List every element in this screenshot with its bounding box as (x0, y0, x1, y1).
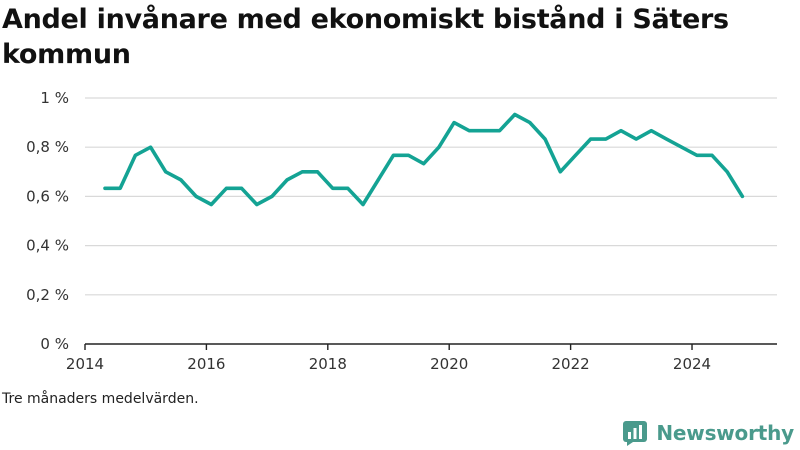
data-point (331, 186, 335, 190)
data-point (407, 153, 411, 157)
data-point (573, 153, 577, 157)
data-point (725, 170, 729, 174)
data-point (133, 153, 137, 157)
x-tick-label: 2022 (552, 355, 590, 373)
brand-name: Newsworthy (656, 421, 794, 445)
data-point (452, 121, 456, 125)
data-point (680, 145, 684, 149)
data-point (482, 129, 486, 133)
data-point (528, 121, 532, 125)
data-point (209, 203, 213, 207)
data-point (240, 186, 244, 190)
data-point (103, 186, 107, 190)
y-tick-label: 0,2 % (26, 286, 69, 304)
data-point (634, 137, 638, 141)
data-point (437, 145, 441, 149)
data-point (665, 137, 669, 141)
y-axis-labels: 0 % 0,2 % 0,4 % 0,6 % 0,8 % 1 % (26, 89, 69, 353)
data-point (361, 203, 365, 207)
data-point (346, 186, 350, 190)
data-point (558, 170, 562, 174)
data-point (194, 194, 198, 198)
data-point (224, 186, 228, 190)
x-axis-labels: 2014 2016 2018 2020 2022 2024 (66, 355, 711, 373)
y-tick-label: 0,8 % (26, 138, 69, 156)
x-tick-label: 2016 (187, 355, 225, 373)
data-point (543, 137, 547, 141)
x-tick-label: 2018 (309, 355, 347, 373)
series-line (103, 112, 745, 207)
series (103, 112, 745, 207)
data-point (710, 153, 714, 157)
data-point (270, 194, 274, 198)
line-chart: 0 %0,2 %0,4 %0,6 %0,8 %1 % 2014 2016 2018 2… (26, 89, 777, 373)
x-tick-label: 2014 (66, 355, 104, 373)
footnote: Tre månaders medelvärden. (2, 391, 199, 407)
data-point (300, 170, 304, 174)
data-point (513, 112, 517, 116)
data-point (619, 129, 623, 133)
gridlines (85, 97, 777, 296)
data-point (315, 170, 319, 174)
y-tick-label: 0,6 % (26, 187, 69, 205)
data-point (498, 129, 502, 133)
data-point (179, 178, 183, 182)
data-point (604, 137, 608, 141)
data-point (391, 153, 395, 157)
data-point (589, 137, 593, 141)
x-tick-label: 2024 (673, 355, 711, 373)
data-point (376, 178, 380, 182)
data-point (467, 129, 471, 133)
data-point (422, 162, 426, 166)
data-point (695, 153, 699, 157)
data-point (649, 129, 653, 133)
x-tick-label: 2020 (430, 355, 468, 373)
brand-logo[interactable]: Newsworthy (622, 419, 794, 447)
y-tick-label: 0 % (40, 335, 69, 353)
data-point (164, 170, 168, 174)
data-point (285, 178, 289, 182)
data-point (255, 203, 259, 207)
data-point (149, 145, 153, 149)
data-point (740, 194, 744, 198)
chart-title: Andel invånare med ekonomiskt bistånd i … (2, 4, 729, 70)
x-axis (84, 343, 777, 350)
y-tick-label: 1 % (40, 89, 69, 107)
y-tick-label: 0,4 % (26, 237, 69, 255)
newsworthy-logo-icon (623, 421, 648, 446)
data-point (118, 186, 122, 190)
